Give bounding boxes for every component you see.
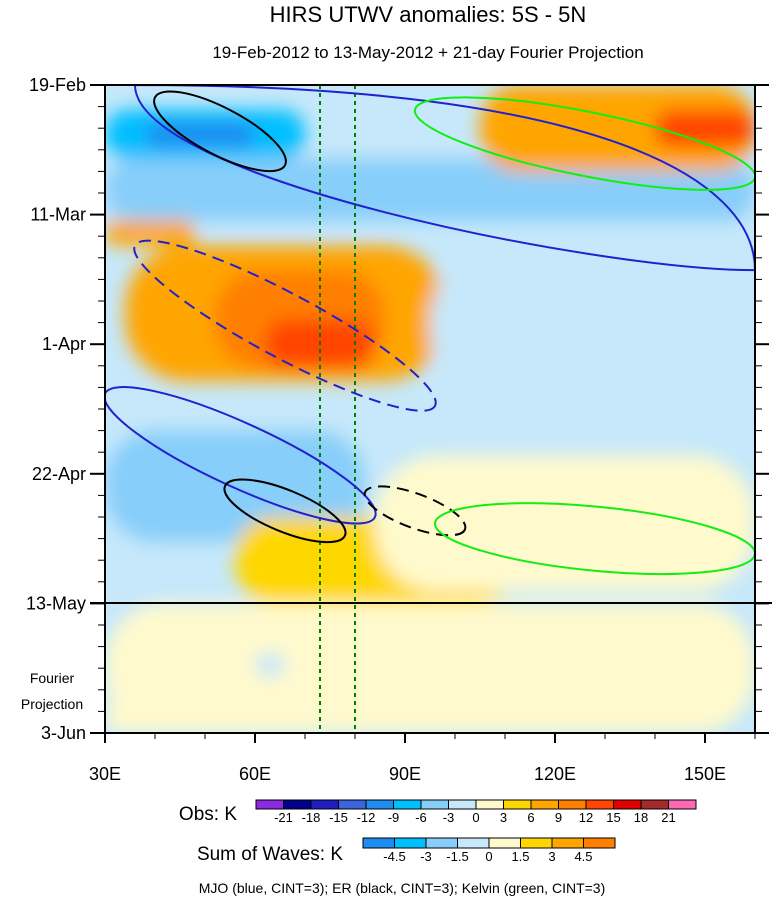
obs-colorbar-swatch-3 <box>338 799 367 810</box>
x-axis: 30E 60E 90E 120E 150E <box>89 733 756 784</box>
obs-colorbar-level-label-5: -6 <box>415 810 427 825</box>
y-tick-label-0: 19-Feb <box>29 75 86 95</box>
x-tick-label-4: 150E <box>684 764 726 784</box>
y-axis: 19-Feb 11-Mar 1-Apr 22-Apr 13-May 3-Jun <box>26 75 769 743</box>
waves-colorbar-level-label-3: 0 <box>485 849 492 864</box>
obs-colorbar-level-label-1: -18 <box>302 810 321 825</box>
obs-colorbar-swatch-7 <box>448 799 477 810</box>
waves-colorbar-swatch-4 <box>488 837 521 849</box>
obs-colorbar-swatch-1 <box>283 799 312 810</box>
y-tick-label-2: 1-Apr <box>42 334 86 354</box>
contour-er-4 <box>223 478 347 544</box>
anomaly-region-12 <box>375 455 755 592</box>
anomaly-region-14 <box>105 702 265 733</box>
contour-kelvin-7 <box>433 502 755 575</box>
obs-colorbar: -21 -18 -15 -12 -9 -6 -3 0 3 6 9 12 15 18 21 <box>255 799 697 825</box>
obs-colorbar-swatch-0 <box>255 799 284 810</box>
y-tick-label-4: 13-May <box>26 593 86 613</box>
obs-colorbar-swatch-14 <box>640 799 669 810</box>
projection-label-line1: Fourier <box>30 670 75 686</box>
anomaly-region-8 <box>480 85 755 172</box>
obs-colorbar-level-label-13: 18 <box>634 810 648 825</box>
waves-colorbar-label: Sum of Waves: K <box>197 844 343 865</box>
obs-colorbar-label: Obs: K <box>179 804 237 825</box>
obs-colorbar-level-label-9: 6 <box>527 810 534 825</box>
obs-colorbar-swatch-11 <box>558 799 587 810</box>
reference-lines <box>319 85 356 733</box>
obs-colorbar-swatch-2 <box>310 799 339 810</box>
anomaly-region-15 <box>255 652 285 678</box>
obs-colorbar-level-label-8: 3 <box>500 810 507 825</box>
obs-colorbar-level-label-2: -15 <box>329 810 348 825</box>
obs-colorbar-level-label-12: 15 <box>606 810 620 825</box>
waves-colorbar-swatch-0 <box>362 837 395 849</box>
y-tick-label-5: 3-Jun <box>41 723 86 743</box>
obs-colorbar-level-label-7: 0 <box>472 810 479 825</box>
obs-colorbar-swatch-12 <box>585 799 614 810</box>
contour-kelvin-6 <box>413 96 755 191</box>
obs-colorbar-level-label-11: 12 <box>579 810 593 825</box>
obs-colorbar-swatch-10 <box>530 799 559 810</box>
obs-colorbar-swatch-9 <box>503 799 532 810</box>
obs-colorbar-level-label-3: -12 <box>357 810 376 825</box>
waves-colorbar-swatch-5 <box>520 837 553 849</box>
x-tick-label-0: 30E <box>89 764 121 784</box>
x-tick-label-1: 60E <box>239 764 271 784</box>
waves-colorbar-swatch-1 <box>394 837 427 849</box>
waves-colorbar-swatch-2 <box>425 837 458 849</box>
chart-subtitle: 19-Feb-2012 to 13-May-2012 + 21-day Four… <box>212 43 643 62</box>
anomaly-region-7 <box>430 257 755 394</box>
obs-colorbar-swatch-5 <box>393 799 422 810</box>
anomaly-region-13 <box>105 603 755 733</box>
contour-mjo-1 <box>133 239 437 412</box>
anomaly-region-9 <box>655 109 755 147</box>
projection-label-line2: Projection <box>21 696 83 712</box>
anomaly-region-3 <box>105 220 195 246</box>
contour-er-5 <box>363 485 467 537</box>
chart-title: HIRS UTWV anomalies: 5S - 5N <box>270 2 587 27</box>
obs-colorbar-level-label-4: -9 <box>388 810 400 825</box>
waves-colorbar-swatch-6 <box>551 837 584 849</box>
plot-area <box>105 85 755 733</box>
obs-colorbar-swatch-4 <box>365 799 394 810</box>
obs-colorbar-level-label-6: -3 <box>443 810 455 825</box>
y-tick-label-3: 22-Apr <box>32 464 86 484</box>
x-tick-label-3: 120E <box>534 764 576 784</box>
waves-colorbar-level-label-6: 4.5 <box>574 849 592 864</box>
y-tick-label-1: 11-Mar <box>30 205 86 225</box>
waves-colorbar-level-label-2: -1.5 <box>446 849 468 864</box>
x-tick-label-2: 90E <box>389 764 421 784</box>
waves-colorbar: -4.5 -3 -1.5 0 1.5 3 4.5 <box>362 837 616 864</box>
obs-colorbar-level-label-10: 9 <box>555 810 562 825</box>
obs-colorbar-level-label-14: 21 <box>661 810 675 825</box>
waves-colorbar-level-label-4: 1.5 <box>511 849 529 864</box>
waves-colorbar-swatch-3 <box>457 837 490 849</box>
obs-colorbar-swatch-6 <box>420 799 449 810</box>
anomaly-region-2 <box>105 159 755 221</box>
obs-colorbar-swatch-8 <box>475 799 504 810</box>
obs-colorbar-swatch-15 <box>668 799 697 810</box>
contour-er-3 <box>153 90 287 173</box>
anomaly-region-10 <box>105 430 365 542</box>
contour-footnote: MJO (blue, CINT=3); ER (black, CINT=3); … <box>199 880 606 896</box>
obs-colorbar-level-label-0: -21 <box>274 810 293 825</box>
obs-colorbar-swatch-13 <box>613 799 642 810</box>
waves-colorbar-level-label-5: 3 <box>548 849 555 864</box>
waves-colorbar-swatch-7 <box>583 837 616 849</box>
waves-colorbar-level-label-0: -4.5 <box>383 849 405 864</box>
waves-colorbar-level-label-1: -3 <box>420 849 432 864</box>
